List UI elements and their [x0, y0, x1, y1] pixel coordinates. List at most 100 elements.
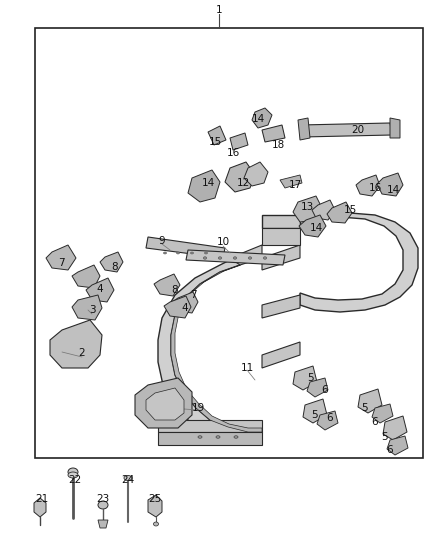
- Text: 16: 16: [226, 148, 240, 158]
- Ellipse shape: [124, 475, 132, 481]
- Polygon shape: [299, 215, 326, 237]
- Text: 14: 14: [251, 114, 265, 124]
- Polygon shape: [358, 389, 382, 413]
- Polygon shape: [280, 175, 302, 188]
- Polygon shape: [312, 200, 335, 220]
- Polygon shape: [98, 520, 108, 528]
- Ellipse shape: [205, 252, 208, 254]
- Text: 5: 5: [381, 432, 389, 442]
- Polygon shape: [300, 213, 418, 312]
- Polygon shape: [377, 173, 403, 196]
- Ellipse shape: [218, 257, 222, 259]
- Polygon shape: [208, 126, 226, 145]
- Text: 18: 18: [272, 140, 285, 150]
- Polygon shape: [390, 118, 400, 138]
- Ellipse shape: [198, 436, 202, 438]
- Polygon shape: [387, 436, 408, 455]
- Text: 6: 6: [327, 413, 333, 423]
- Text: 1: 1: [215, 5, 223, 15]
- Polygon shape: [298, 118, 310, 140]
- Ellipse shape: [177, 252, 180, 254]
- Text: 25: 25: [148, 494, 162, 504]
- Polygon shape: [300, 215, 315, 228]
- Text: 4: 4: [182, 303, 188, 313]
- Ellipse shape: [233, 257, 237, 259]
- Text: 4: 4: [97, 284, 103, 294]
- Polygon shape: [158, 258, 262, 445]
- Polygon shape: [300, 123, 392, 137]
- Polygon shape: [164, 296, 191, 318]
- Polygon shape: [372, 404, 393, 423]
- Text: 14: 14: [309, 223, 323, 233]
- Text: 13: 13: [300, 202, 314, 212]
- Ellipse shape: [98, 501, 108, 509]
- Polygon shape: [262, 228, 300, 245]
- Polygon shape: [317, 411, 338, 430]
- Polygon shape: [34, 498, 46, 517]
- Text: 9: 9: [159, 236, 165, 246]
- Text: 23: 23: [96, 494, 110, 504]
- Ellipse shape: [234, 436, 238, 438]
- Text: 21: 21: [35, 494, 49, 504]
- Text: 7: 7: [190, 290, 196, 300]
- Text: 5: 5: [307, 373, 313, 383]
- Text: 14: 14: [386, 185, 399, 195]
- Polygon shape: [154, 274, 180, 296]
- Text: 5: 5: [362, 403, 368, 413]
- Polygon shape: [230, 245, 262, 265]
- Bar: [35, 28, 423, 458]
- Polygon shape: [262, 295, 300, 318]
- Polygon shape: [100, 252, 123, 272]
- Text: 24: 24: [121, 475, 134, 485]
- Text: 14: 14: [201, 178, 215, 188]
- Polygon shape: [327, 202, 352, 223]
- Polygon shape: [72, 295, 102, 320]
- Polygon shape: [262, 342, 300, 368]
- Polygon shape: [158, 420, 262, 432]
- Text: 10: 10: [216, 237, 230, 247]
- Ellipse shape: [191, 252, 194, 254]
- Text: 8: 8: [172, 285, 178, 295]
- Polygon shape: [262, 125, 285, 142]
- Polygon shape: [262, 215, 300, 228]
- Polygon shape: [171, 265, 262, 432]
- Text: 6: 6: [387, 445, 393, 455]
- Polygon shape: [146, 388, 184, 420]
- Text: 20: 20: [351, 125, 364, 135]
- Polygon shape: [293, 196, 322, 222]
- Polygon shape: [146, 237, 225, 258]
- Polygon shape: [86, 278, 114, 302]
- Ellipse shape: [248, 257, 252, 259]
- Text: 17: 17: [288, 180, 302, 190]
- Polygon shape: [135, 378, 192, 428]
- Text: 11: 11: [240, 363, 254, 373]
- Text: 15: 15: [343, 205, 357, 215]
- Ellipse shape: [203, 257, 207, 259]
- Ellipse shape: [163, 252, 166, 254]
- Polygon shape: [356, 175, 380, 196]
- Polygon shape: [262, 245, 300, 270]
- Text: 22: 22: [68, 475, 81, 485]
- Polygon shape: [158, 432, 262, 445]
- Text: 7: 7: [58, 258, 64, 268]
- Polygon shape: [46, 245, 76, 270]
- Polygon shape: [172, 292, 198, 313]
- Text: 19: 19: [191, 403, 205, 413]
- Polygon shape: [307, 378, 328, 397]
- Polygon shape: [188, 170, 220, 202]
- Polygon shape: [148, 495, 162, 517]
- Ellipse shape: [263, 257, 267, 259]
- Polygon shape: [225, 162, 255, 192]
- Polygon shape: [252, 108, 272, 128]
- Ellipse shape: [153, 522, 159, 526]
- Polygon shape: [293, 366, 317, 390]
- Polygon shape: [186, 250, 285, 265]
- Ellipse shape: [216, 436, 220, 438]
- Ellipse shape: [68, 472, 78, 478]
- Text: 6: 6: [321, 385, 328, 395]
- Polygon shape: [72, 265, 100, 288]
- Polygon shape: [230, 133, 248, 150]
- Text: 12: 12: [237, 178, 250, 188]
- Polygon shape: [50, 320, 102, 368]
- Text: 15: 15: [208, 137, 222, 147]
